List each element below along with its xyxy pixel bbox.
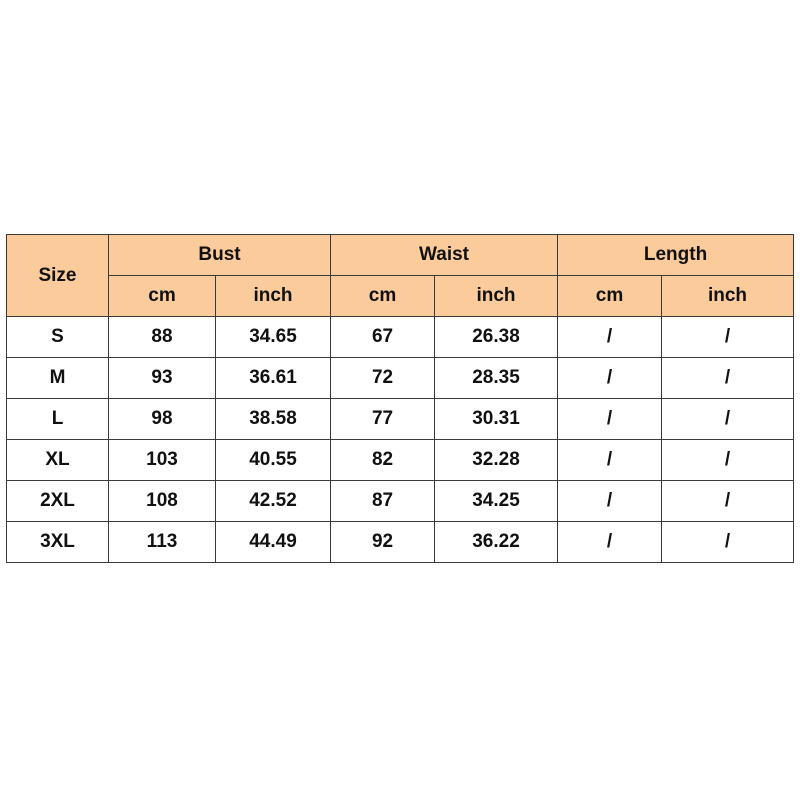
size-cell: XL [6, 439, 109, 481]
measurement-cell: 82 [330, 439, 436, 481]
size-cell: 2XL [6, 480, 109, 522]
measurement-cell: / [557, 439, 663, 481]
unit-header: cm [557, 275, 663, 317]
measurement-cell: 98 [108, 398, 216, 440]
measurement-cell: 77 [330, 398, 436, 440]
unit-header: inch [214, 275, 332, 317]
measurement-cell: 67 [330, 316, 436, 358]
table-row: S 88 34.65 67 26.38// [6, 316, 795, 358]
unit-header: inch [661, 275, 795, 317]
measurement-cell: / [661, 521, 795, 563]
measurement-cell: 93 [108, 357, 216, 399]
waist-header: Waist [330, 234, 559, 276]
unit-header: inch [434, 275, 559, 317]
unit-header: cm [330, 275, 436, 317]
measurement-cell: 113 [108, 521, 216, 563]
measurement-cell: 34.65 [214, 316, 332, 358]
measurement-cell: / [557, 521, 663, 563]
measurement-cell: 44.49 [214, 521, 332, 563]
measurement-cell: 36.61 [214, 357, 332, 399]
measurement-cell: / [557, 398, 663, 440]
unit-header: cm [108, 275, 216, 317]
measurement-cell: 34.25 [434, 480, 559, 522]
measurement-cell: / [661, 439, 795, 481]
table-row: 2XL 108 42.52 87 34.25// [6, 480, 795, 522]
size-cell: 3XL [6, 521, 109, 563]
measurement-cell: 28.35 [434, 357, 559, 399]
measurement-cell: 32.28 [434, 439, 559, 481]
table-row: XL 103 40.55 82 32.28// [6, 439, 795, 481]
measurement-cell: 87 [330, 480, 436, 522]
header-row-units: cm inch cm inch cm inch [7, 275, 795, 317]
measurement-cell: 26.38 [434, 316, 559, 358]
measurement-cell: / [557, 357, 663, 399]
measurement-cell: / [557, 316, 663, 358]
measurement-cell: 36.22 [434, 521, 559, 563]
size-cell: M [6, 357, 109, 399]
bust-header: Bust [107, 234, 332, 276]
size-chart-table: Size Bust Waist Length cm inch cm inch c… [6, 234, 795, 563]
measurement-cell: 30.31 [434, 398, 559, 440]
length-header: Length [557, 234, 795, 276]
table-row: M 93 36.61 72 28.35// [6, 357, 795, 399]
measurement-cell: / [661, 480, 795, 522]
size-cell: L [6, 398, 109, 440]
measurement-cell: 108 [108, 480, 216, 522]
header-row-groups: Size Bust Waist Length [6, 234, 795, 317]
measurement-cell: 38.58 [214, 398, 332, 440]
measurement-cell: 103 [108, 439, 216, 481]
measurement-cell: 88 [108, 316, 216, 358]
table-row: L 98 38.58 77 30.31// [6, 398, 795, 440]
size-header: Size [6, 234, 109, 317]
measurement-cell: / [557, 480, 663, 522]
table-row: 3XL 113 44.49 92 36.22// [6, 521, 795, 563]
measurement-cell: 42.52 [214, 480, 332, 522]
measurement-cell: 40.55 [214, 439, 332, 481]
measurement-cell: / [661, 398, 795, 440]
size-cell: S [6, 316, 109, 358]
measurement-cell: / [661, 357, 795, 399]
measurement-cell: 92 [330, 521, 436, 563]
measurement-cell: 72 [330, 357, 436, 399]
measurement-cell: / [661, 316, 795, 358]
